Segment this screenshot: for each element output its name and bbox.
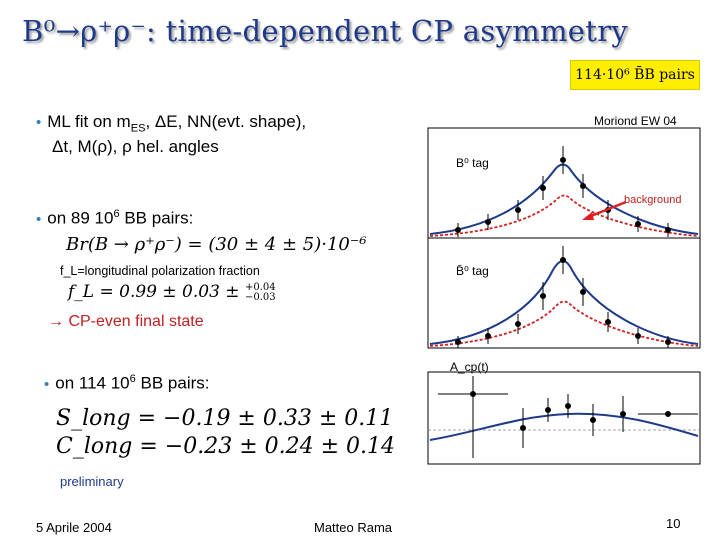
fl-note: f_L=longitudinal polarization fraction bbox=[60, 264, 260, 278]
pairs-badge: 114·10⁶ B̄B pairs bbox=[570, 60, 700, 90]
bullet-dot-icon: • bbox=[36, 210, 42, 228]
delta-t-plots bbox=[427, 127, 701, 465]
acp-fit-curve bbox=[429, 412, 699, 441]
acp-label: A_cp(t) bbox=[450, 360, 489, 374]
mid-bkg-curve bbox=[429, 300, 699, 347]
top-bkg-curve bbox=[429, 194, 699, 237]
data-points bbox=[438, 146, 698, 458]
mid-plot-frame bbox=[427, 237, 701, 349]
bullet-dot-icon: • bbox=[44, 375, 50, 393]
footer-author: Matteo Rama bbox=[314, 520, 393, 535]
b0-tag-label: B⁰ tag bbox=[456, 156, 489, 170]
br-formula: Br(B → ρ⁺ρ⁻) = (30 ± 4 ± 5)·10⁻⁶ bbox=[66, 234, 367, 255]
preliminary-label: preliminary bbox=[60, 474, 124, 489]
footer-date: 5 Aprile 2004 bbox=[36, 520, 112, 535]
b0bar-tag-label: B̄⁰ tag bbox=[456, 264, 489, 278]
conference-label: Moriond EW 04 bbox=[594, 114, 677, 128]
c-long: C_long = −0.23 ± 0.24 ± 0.14 bbox=[56, 434, 396, 459]
slide-title: B⁰→ρ⁺ρ⁻: time-dependent CP asymmetry bbox=[22, 14, 629, 48]
footer-page: 10 bbox=[666, 516, 681, 531]
cp-even-line: → CP-even final state bbox=[48, 313, 204, 330]
background-label: background bbox=[624, 194, 682, 206]
bullet-fit-line2: Δt, M(ρ), ρ hel. angles bbox=[52, 137, 219, 156]
bullet-dot-icon: • bbox=[36, 114, 42, 131]
arrow-head-icon bbox=[582, 212, 594, 220]
s-long: S_long = −0.19 ± 0.33 ± 0.11 bbox=[56, 406, 394, 431]
bullet-89: • on 89 106 BB pairs: bbox=[36, 208, 194, 228]
acp-plot-frame bbox=[427, 371, 701, 465]
fl-formula: f_L = 0.99 ± 0.03 ± +0.04 −0.03 bbox=[68, 281, 276, 303]
top-plot-frame bbox=[427, 127, 701, 239]
bullet-fit: • ML fit on mES, ΔE, NN(evt. shape), bbox=[36, 112, 307, 135]
bullet-114: • on 114 106 BB pairs: bbox=[44, 373, 210, 393]
